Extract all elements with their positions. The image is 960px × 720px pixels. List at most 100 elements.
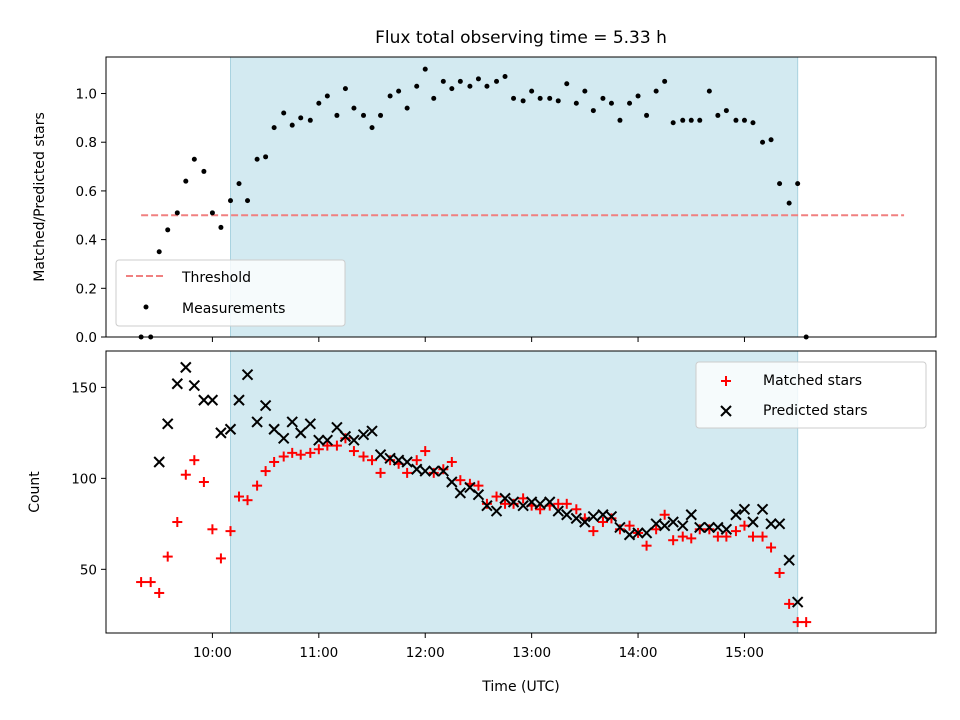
measurement-point [697,117,703,123]
measurement-point [555,98,561,104]
measurement-point [635,93,641,99]
matched-star-point [730,526,741,537]
top-y-tick-label: 1.0 [76,87,97,103]
predicted-star-point [241,368,254,381]
measurement-point [795,181,801,187]
predicted-star-point [544,496,556,508]
predicted-star-point [623,529,636,541]
measurement-point [573,100,579,106]
measurement-point [191,156,197,162]
predicted-star-point [411,463,423,475]
matched-star-point [331,440,342,451]
matched-legend-label: Matched stars [763,373,862,389]
x-tick-label: 14:00 [619,645,658,661]
measurement-point [431,95,437,101]
predicted-star-point [401,456,413,468]
measurement-point [688,117,694,123]
matched-star-point [207,524,218,535]
measurement-point [228,198,233,204]
measurement-point [156,249,162,255]
predicted-star-point [198,394,210,406]
measurement-point [209,210,215,216]
measurement-point [475,76,481,82]
bottom-legend-box [695,361,927,429]
measurement-point [662,78,668,84]
measurement-point [484,83,490,89]
measurement-point [361,112,367,118]
bottom-panel-frame [105,350,937,634]
matched-star-point [721,531,732,542]
measurement-point [590,108,596,114]
measurement-point [342,86,348,92]
predicted-star-point [251,416,263,428]
predicted-star-point [348,434,360,446]
matched-star-point [287,447,298,458]
matched-star-point [481,498,492,509]
matched-star-point [774,567,785,578]
matched-star-point [305,447,316,458]
predicted-star-point [374,448,387,461]
matched-star-point [162,551,173,562]
measurement-point [511,95,517,101]
bottom-x-axis-ticks: 10:00 11:00 12:00 13:00 14:00 15:00 [193,633,764,661]
measurement-point [369,125,375,131]
predicted-star-point [783,554,795,566]
matched-star-point [402,467,413,478]
matched-star-point [766,542,777,553]
predicted-star-point [685,509,697,521]
bottom-y-tick-label: 150 [71,380,97,396]
measurement-point [334,112,340,118]
predicted-star-point [490,505,503,517]
measurement-point [378,112,384,118]
matched-star-point [375,467,386,478]
bottom-y-tick-label: 50 [80,562,97,578]
matched-star-point [215,553,226,564]
matched-star-point [348,446,359,457]
matched-star-point [234,491,245,502]
top-panel: 0.0 0.2 0.4 0.6 0.8 1.0 Matched/Predicted sta… [32,56,937,346]
predicted-star-point [605,510,618,523]
matched-star-point [535,504,546,515]
measurement-point [263,154,269,160]
x-tick-label: 13:00 [512,645,551,661]
predicted-star-point [552,505,564,517]
measurement-point [723,108,729,114]
x-tick-label: 12:00 [406,645,445,661]
predicted-star-point [614,521,626,534]
measurement-point [564,81,570,87]
predicted-star-point [773,518,786,530]
predicted-star-point [570,512,583,525]
matched-star-point [428,467,439,478]
measurements-legend-marker [143,304,149,310]
matched-legend-marker [721,376,731,386]
x-tick-label: 11:00 [299,645,338,661]
measurement-point [608,100,614,106]
predicted-star-point [720,523,733,536]
bottom-y-tick-label: 100 [71,471,97,487]
predicted-star-point [357,428,370,441]
top-y-tick-label: 0.6 [76,184,97,200]
matched-star-point [694,524,705,535]
predicted-star-point [162,418,174,430]
matched-star-point [500,498,511,509]
measurement-point [670,120,676,126]
matched-star-point [198,476,209,487]
measurement-point [706,88,712,94]
predicted-legend-label: Predicted stars [763,403,868,419]
predicted-star-point [730,509,742,521]
measurement-point [183,178,189,184]
predicted-star-point [286,416,298,428]
matched-star-point [491,491,502,502]
matched-star-point [571,504,582,515]
top-y-tick-label: 0.2 [76,281,97,297]
measurement-point [324,93,330,99]
matched-star-point [313,444,324,455]
measurement-point [760,139,766,145]
matched-star-point [561,498,572,509]
matched-star-point [712,531,723,542]
matched-star-point [606,513,617,524]
matched-star-point [295,449,306,460]
matched-star-point [677,531,688,542]
measurement-point [600,95,606,101]
matched-star-point [641,540,652,551]
